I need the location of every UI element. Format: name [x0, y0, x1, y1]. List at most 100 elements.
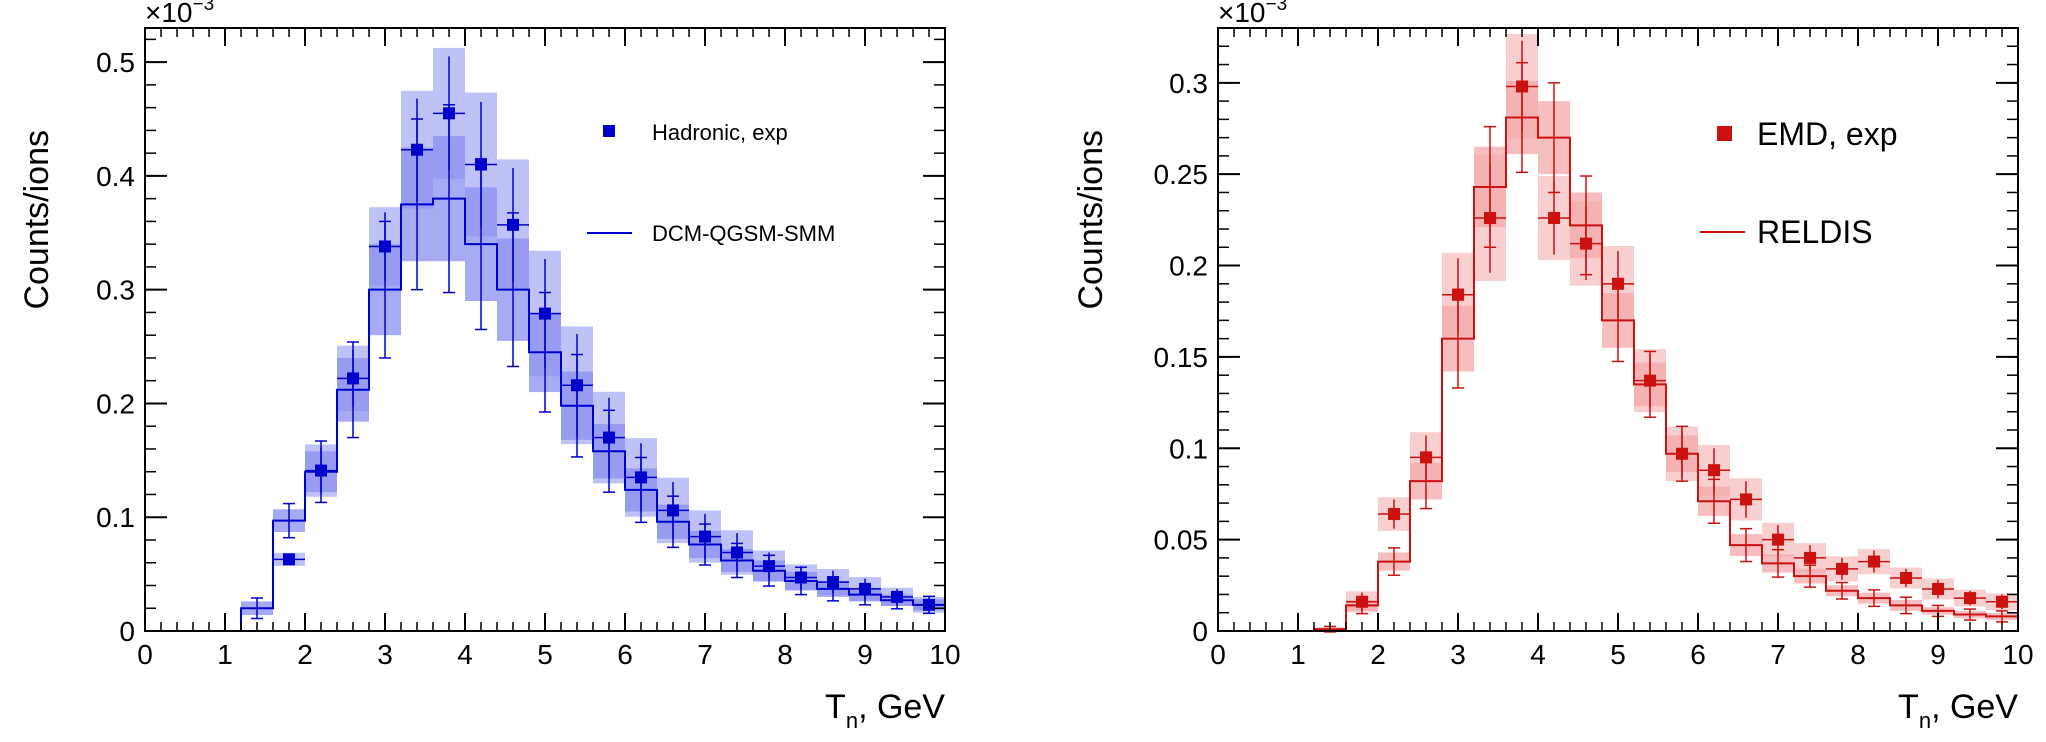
x-tick-label: 10 — [929, 639, 960, 670]
exp-point — [603, 431, 615, 444]
y-tick-label: 0.1 — [1169, 433, 1208, 464]
model-histogram — [1218, 61, 2018, 633]
x-tick-label: 1 — [1290, 639, 1306, 670]
exp-point — [1964, 592, 1976, 605]
exp-point — [827, 576, 839, 589]
exp-point — [283, 553, 295, 566]
y-tick-label: 0.2 — [1169, 251, 1208, 282]
x-tick-label: 2 — [1370, 639, 1386, 670]
x-ticks: 0 1 2 3 4 5 6 7 8 9 10 — [137, 28, 961, 670]
exp-point — [1708, 464, 1720, 477]
exp-point — [315, 464, 327, 477]
exp-point — [443, 107, 455, 120]
y-tick-label: 0.05 — [1154, 525, 1209, 556]
experimental-points — [273, 56, 945, 612]
model-uncertainty-bands — [1314, 33, 2018, 631]
y-exponent: ×10−3 — [145, 0, 214, 28]
legend-label-model: RELDIS — [1757, 214, 1873, 250]
exp-point — [699, 530, 711, 543]
exp-point — [1676, 447, 1688, 460]
exp-point — [411, 143, 423, 156]
y-tick-label: 0.1 — [96, 502, 135, 533]
model-uncertainty-bands — [241, 47, 945, 616]
exp-point — [1900, 572, 1912, 585]
exp-point — [1932, 582, 1944, 595]
experimental-points — [1346, 40, 2018, 611]
x-tick-label: 10 — [2002, 639, 2033, 670]
legend: EMD, exp RELDIS — [1700, 116, 1897, 250]
legend-label-model: DCM-QGSM-SMM — [652, 221, 835, 246]
exp-point — [1580, 237, 1592, 250]
legend-marker-exp — [1717, 126, 1732, 141]
legend-label-exp: EMD, exp — [1757, 116, 1897, 152]
x-tick-label: 5 — [537, 639, 553, 670]
y-tick-label: 0.2 — [96, 388, 135, 419]
x-tick-label: 4 — [457, 639, 473, 670]
y-tick-label: 0.15 — [1154, 342, 1209, 373]
exp-point — [891, 590, 903, 603]
exp-point — [571, 379, 583, 392]
y-tick-label: 0.3 — [1169, 68, 1208, 99]
x-tick-label: 5 — [1610, 639, 1626, 670]
exp-point — [1740, 493, 1752, 506]
x-tick-label: 4 — [1530, 639, 1546, 670]
x-tick-label: 0 — [137, 639, 153, 670]
exp-point — [859, 582, 871, 595]
exp-point — [795, 571, 807, 584]
y-ticks: 0 0.1 0.2 0.3 0.4 0.5 — [96, 38, 945, 647]
exp-point — [1516, 80, 1528, 93]
exp-point — [379, 240, 391, 253]
exp-point — [475, 158, 487, 171]
x-tick-label: 7 — [1770, 639, 1786, 670]
x-tick-label: 1 — [217, 639, 233, 670]
exp-point — [923, 598, 935, 611]
exp-point — [1644, 374, 1656, 387]
exp-point — [347, 372, 359, 385]
y-tick-label: 0.3 — [96, 275, 135, 306]
x-tick-label: 6 — [1690, 639, 1706, 670]
exp-point — [667, 504, 679, 517]
y-axis-label: Counts/ions — [1072, 130, 1110, 310]
x-tick-label: 0 — [1210, 639, 1226, 670]
exp-point — [1996, 595, 2008, 608]
x-tick-label: 9 — [857, 639, 873, 670]
y-tick-label: 0 — [1192, 616, 1208, 647]
x-tick-label: 7 — [697, 639, 713, 670]
exp-point — [1484, 212, 1496, 225]
legend-marker-exp — [603, 125, 615, 137]
exp-point — [1420, 451, 1432, 464]
x-tick-label: 8 — [1850, 639, 1866, 670]
legend-label-exp: Hadronic, exp — [652, 120, 788, 145]
x-tick-label: 2 — [297, 639, 313, 670]
exp-point — [1612, 277, 1624, 290]
exp-point — [507, 218, 519, 231]
exp-point — [763, 560, 775, 573]
y-ticks: 0 0.05 0.1 0.15 0.2 0.25 0.3 — [1154, 45, 2018, 647]
exp-point — [1804, 551, 1816, 564]
exp-point — [1548, 212, 1560, 225]
exp-point — [731, 546, 743, 559]
y-axis-label: Counts/ions — [18, 130, 56, 310]
y-tick-label: 0.4 — [96, 161, 135, 192]
exp-point — [1356, 595, 1368, 608]
x-tick-label: 6 — [617, 639, 633, 670]
y-exponent: ×10−3 — [1218, 0, 1287, 28]
legend: Hadronic, exp DCM-QGSM-SMM — [587, 120, 835, 246]
exp-point — [1452, 288, 1464, 301]
exp-point — [539, 307, 551, 320]
exp-point — [1868, 555, 1880, 568]
x-axis-label: Tn, GeV — [1898, 688, 2018, 733]
x-tick-label: 3 — [377, 639, 393, 670]
exp-point — [635, 471, 647, 484]
left-chart: 0 1 2 3 4 5 6 7 8 9 10 0 0.1 0.2 0.3 0.4 0.5 ×10−3 Coun… — [18, 0, 961, 733]
x-tick-label: 8 — [777, 639, 793, 670]
x-ticks: 0 1 2 3 4 5 6 7 8 9 10 — [1210, 28, 2034, 670]
right-chart: 0 1 2 3 4 5 6 7 8 9 10 0 0.05 0.1 0.15 0.2 0.25 0.3 ×10−… — [1072, 0, 2034, 733]
y-tick-label: 0.5 — [96, 47, 135, 78]
exp-point — [1772, 533, 1784, 546]
y-tick-label: 0 — [119, 616, 135, 647]
x-tick-label: 9 — [1930, 639, 1946, 670]
exp-point — [1388, 508, 1400, 521]
